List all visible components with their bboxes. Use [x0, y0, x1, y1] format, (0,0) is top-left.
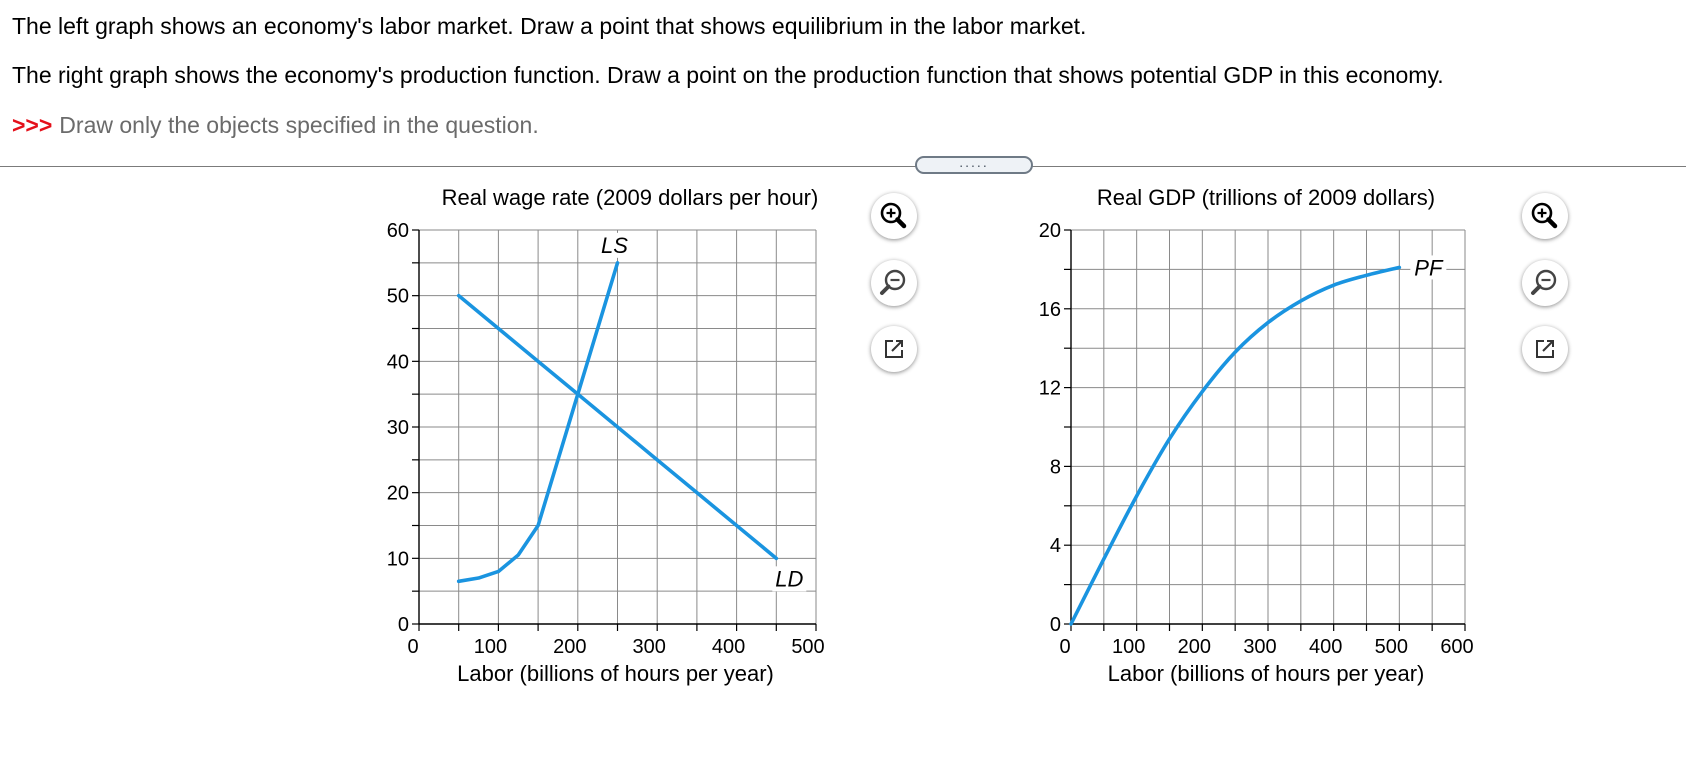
x-tick-label: 300: [1243, 636, 1276, 658]
series-line-PF: [1069, 265, 1402, 626]
zoom-out-button-right[interactable]: [1522, 260, 1568, 306]
y-tick-label: 8: [1050, 456, 1061, 478]
popout-icon: [885, 340, 903, 358]
x-tick-label: 300: [633, 636, 666, 658]
y-tick-label: 10: [387, 548, 409, 570]
series-label-LD: LD: [775, 566, 803, 591]
y-axis-label: Real GDP (trillions of 2009 dollars): [1097, 185, 1435, 210]
x-tick-label: 200: [1178, 636, 1211, 658]
note-text: Draw only the objects specified in the q…: [59, 112, 539, 138]
zoom-in-button-left[interactable]: [871, 193, 917, 239]
y-tick-label: 30: [387, 417, 409, 439]
y-tick-label: 40: [387, 351, 409, 373]
x-tick-label: 500: [791, 636, 824, 658]
y-tick-label: 60: [387, 220, 409, 242]
y-tick-label: 50: [387, 286, 409, 308]
popout-icon: [1536, 340, 1554, 358]
zoom-in-icon: [880, 202, 907, 229]
popout-button-right[interactable]: [1522, 326, 1568, 372]
series-line-LS: [456, 261, 620, 584]
y-tick-label: 20: [387, 483, 409, 505]
y-tick-label: 20: [1039, 220, 1061, 242]
x-tick-label: 0: [407, 636, 418, 658]
instruction-labor-market: The left graph shows an economy's labor …: [12, 13, 1087, 39]
x-tick-label: 200: [553, 636, 586, 658]
series-label-background: [772, 566, 807, 592]
instruction-production-function: The right graph shows the economy's prod…: [12, 62, 1444, 88]
x-tick-label: 500: [1375, 636, 1408, 658]
y-tick-label: 0: [1050, 614, 1061, 636]
y-axis-label: Real wage rate (2009 dollars per hour): [442, 185, 819, 210]
x-tick-label: 100: [474, 636, 507, 658]
series-line-LD: [456, 293, 779, 561]
y-tick-label: 0: [398, 614, 409, 636]
series-label-background: [1410, 255, 1447, 280]
zoom-out-icon: [1531, 269, 1557, 295]
x-axis-label: Labor (billions of hours per year): [1108, 661, 1425, 686]
y-tick-label: 4: [1050, 535, 1061, 557]
section-divider: [0, 166, 1686, 167]
x-tick-label: 400: [712, 636, 745, 658]
x-tick-label: 0: [1059, 636, 1070, 658]
x-axis-label: Labor (billions of hours per year): [457, 661, 774, 686]
zoom-out-button-left[interactable]: [871, 260, 917, 306]
instruction-note: >>> Draw only the objects specified in th…: [12, 111, 539, 139]
zoom-in-icon: [1531, 202, 1558, 229]
note-marker: >>>: [12, 112, 53, 138]
y-tick-label: 16: [1039, 299, 1061, 321]
series-label-PF: PF: [1414, 255, 1444, 280]
x-tick-label: 100: [1112, 636, 1145, 658]
series-label-background: [597, 232, 632, 258]
divider-handle[interactable]: .....: [915, 155, 1033, 174]
zoom-in-button-right[interactable]: [1522, 193, 1568, 239]
y-tick-label: 12: [1039, 378, 1061, 400]
zoom-out-icon: [880, 269, 906, 295]
series-label-LS: LS: [601, 233, 628, 258]
popout-button-left[interactable]: [871, 326, 917, 372]
x-tick-label: 400: [1309, 636, 1342, 658]
x-tick-label: 600: [1440, 636, 1473, 658]
